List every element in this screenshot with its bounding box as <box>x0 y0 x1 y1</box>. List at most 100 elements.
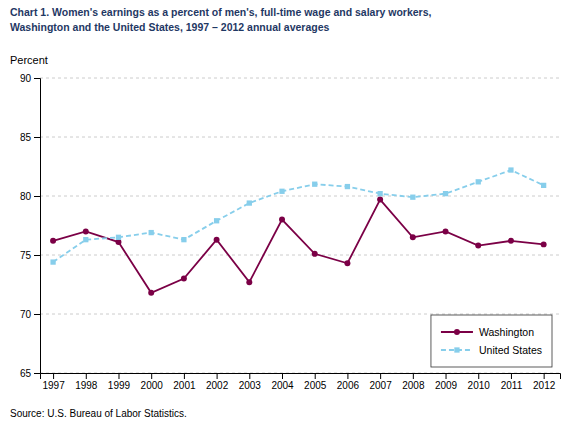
series-marker <box>541 183 546 188</box>
x-tick-mark <box>380 373 381 379</box>
y-axis-line <box>34 79 41 374</box>
x-axis-line <box>41 374 561 380</box>
x-tick-mark <box>86 373 87 379</box>
x-tick-mark <box>217 373 218 379</box>
grid-line <box>40 78 560 79</box>
x-tick-label: 2002 <box>206 380 229 391</box>
legend-marker <box>454 329 460 335</box>
series-marker <box>508 167 513 172</box>
legend-label: United States <box>479 344 542 356</box>
y-tick-mark <box>34 255 40 256</box>
y-tick: 90 <box>20 73 40 84</box>
x-tick-label: 2010 <box>468 380 491 391</box>
series-marker <box>475 243 481 249</box>
grid <box>40 78 560 373</box>
x-tick-label: 1998 <box>75 380 98 391</box>
x-tick: 1997 <box>42 373 65 391</box>
x-tick-mark <box>478 373 479 379</box>
x-tick-mark <box>118 373 119 379</box>
series-marker <box>312 251 318 257</box>
x-tick: 1998 <box>75 373 98 391</box>
series-marker <box>246 279 252 285</box>
y-tick-label: 90 <box>20 73 32 84</box>
y-tick-label: 85 <box>20 132 32 143</box>
y-tick: 75 <box>20 250 40 261</box>
x-tick-mark <box>184 373 185 379</box>
x-axis: 1997 1998 1999 2000 2001 2002 2003 2004 2005 2006… <box>41 373 561 391</box>
x-tick-label: 2003 <box>239 380 262 391</box>
x-tick-mark <box>53 373 54 379</box>
series-marker <box>443 228 449 234</box>
x-tick: 2004 <box>271 373 294 391</box>
series-marker <box>50 238 56 244</box>
legend-item: Washington <box>441 326 534 338</box>
y-tick-label: 80 <box>20 191 32 202</box>
legend-box <box>431 315 552 367</box>
x-tick-mark <box>511 373 512 379</box>
series-marker <box>541 241 547 247</box>
series-marker <box>83 228 89 234</box>
x-tick-label: 1997 <box>42 380 65 391</box>
series-marker <box>214 218 219 223</box>
y-tick-mark <box>34 314 40 315</box>
legend-label: Washington <box>479 326 534 338</box>
series-marker <box>410 195 415 200</box>
x-tick-label: 1999 <box>108 380 131 391</box>
x-tick-label: 2004 <box>271 380 294 391</box>
x-tick-label: 2007 <box>370 380 393 391</box>
x-tick-label: 2009 <box>435 380 458 391</box>
y-tick-label: 65 <box>20 368 32 379</box>
series-marker <box>312 182 317 187</box>
y-tick-label: 75 <box>20 250 32 261</box>
x-tick: 2005 <box>304 373 327 391</box>
legend: Washington United States <box>431 315 552 367</box>
x-tick-label: 2012 <box>533 380 556 391</box>
series-marker <box>116 235 121 240</box>
y-tick: 65 <box>20 368 40 379</box>
series-marker <box>443 191 448 196</box>
x-tick-label: 2000 <box>141 380 164 391</box>
y-tick-mark <box>34 78 40 79</box>
series-marker <box>508 238 514 244</box>
series-marker <box>50 259 55 264</box>
series-marker <box>181 237 186 242</box>
series-marker <box>345 184 350 189</box>
x-tick: 2011 <box>501 373 523 391</box>
y-axis: 657075808590 <box>20 73 41 379</box>
x-tick-mark <box>315 373 316 379</box>
x-tick-label: 2005 <box>304 380 327 391</box>
x-tick-label: 2011 <box>501 380 523 391</box>
series-marker <box>377 197 383 203</box>
series-marker <box>410 234 416 240</box>
grid-line <box>40 314 560 315</box>
x-tick-label: 2006 <box>337 380 360 391</box>
x-tick-mark <box>151 373 152 379</box>
series-marker <box>247 200 252 205</box>
series-line <box>53 170 544 262</box>
y-tick-mark <box>34 137 40 138</box>
legend-item: United States <box>441 344 542 356</box>
series-marker <box>181 276 187 282</box>
grid-line <box>40 196 560 197</box>
x-tick: 2001 <box>173 373 196 391</box>
series-marker <box>214 237 220 243</box>
x-tick-mark <box>544 373 545 379</box>
x-tick-label: 2008 <box>402 380 425 391</box>
x-tick: 2002 <box>206 373 229 391</box>
series-line <box>53 200 544 293</box>
x-tick: 2012 <box>533 373 556 391</box>
grid-line <box>40 137 560 138</box>
series-marker <box>279 217 285 223</box>
y-tick-mark <box>34 196 40 197</box>
x-tick-mark <box>446 373 447 379</box>
source: Source: U.S. Bureau of Labor Statistics. <box>10 408 187 419</box>
chart: Chart 1. Women's earnings as a percent o… <box>0 0 576 425</box>
series-marker <box>83 237 88 242</box>
x-tick-mark <box>347 373 348 379</box>
series-marker <box>344 260 350 266</box>
y-axis-label: Percent <box>10 54 48 66</box>
x-tick: 2010 <box>468 373 491 391</box>
y-tick-mark <box>34 373 40 374</box>
series-marker <box>377 191 382 196</box>
grid-line <box>40 255 560 256</box>
